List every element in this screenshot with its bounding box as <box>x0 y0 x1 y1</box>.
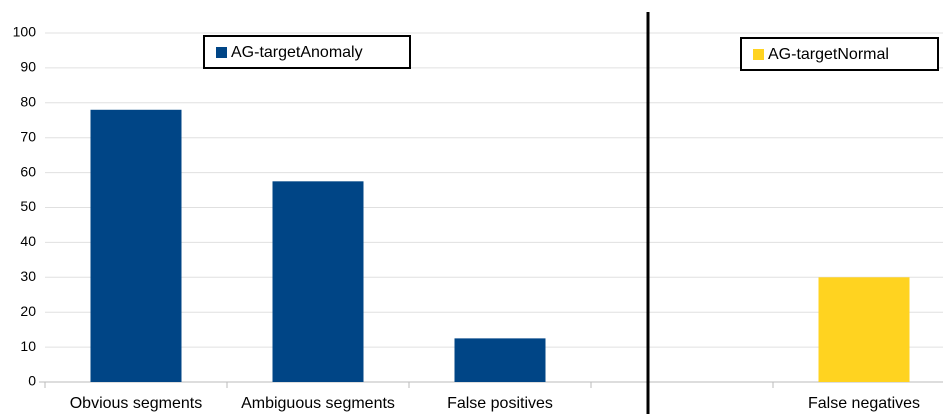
x-tick-label: Ambiguous segments <box>241 395 395 412</box>
plot: 0 10 20 30 40 50 60 70 80 90 100 Obvious segments Am… <box>13 24 943 412</box>
y-tick-label: 100 <box>13 24 37 40</box>
y-tick-label: 0 <box>28 373 36 389</box>
bar <box>818 277 910 382</box>
y-tick-label: 10 <box>20 338 36 354</box>
bar <box>272 181 364 382</box>
y-tick-label: 20 <box>20 303 36 319</box>
legend-box <box>203 35 411 69</box>
y-tick-label: 70 <box>20 128 36 144</box>
y-tick-label: 30 <box>20 268 36 284</box>
legend-box <box>740 37 939 71</box>
legend-label: AG-targetAnomaly <box>231 44 363 61</box>
y-tick-label: 50 <box>20 198 36 214</box>
y-tick-label: 90 <box>20 59 36 75</box>
y-tick-label: 80 <box>20 94 36 110</box>
bar <box>454 338 546 382</box>
bar <box>90 109 182 382</box>
legend-label: AG-targetNormal <box>768 46 889 63</box>
legend-swatch <box>216 47 227 58</box>
y-tick-label: 60 <box>20 163 36 179</box>
y-tick-label: 40 <box>20 233 36 249</box>
x-tick-label: False positives <box>447 395 553 412</box>
legend-swatch <box>753 49 764 60</box>
x-tick-label: False negatives <box>808 395 920 412</box>
x-tick-label: Obvious segments <box>70 395 203 412</box>
